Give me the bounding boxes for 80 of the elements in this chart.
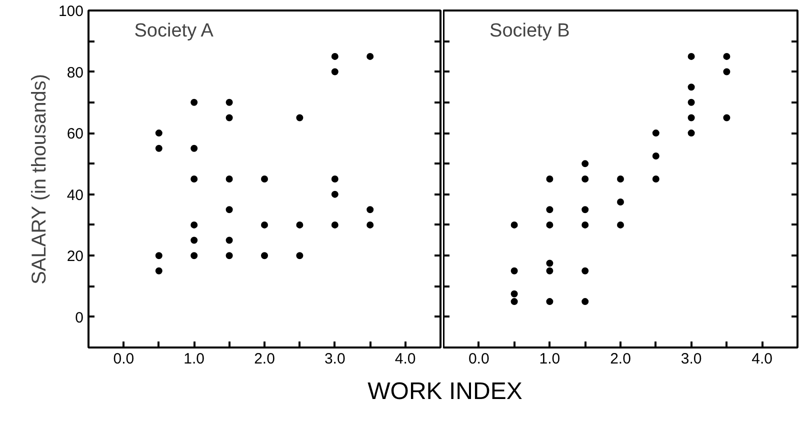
x-tick-label: 1.0 <box>184 350 205 368</box>
point <box>582 298 589 306</box>
x-tick-label: 4.0 <box>394 350 416 368</box>
x-tick-label: 0.0 <box>113 350 134 368</box>
y-axis-title: SALARY (in thousands) <box>28 74 50 284</box>
point <box>226 252 233 260</box>
point <box>261 176 268 182</box>
point <box>226 114 233 122</box>
point <box>688 130 695 137</box>
point <box>652 130 660 137</box>
point <box>617 198 624 206</box>
y-tick-label: 40 <box>66 186 84 204</box>
point <box>688 114 695 122</box>
point <box>546 221 554 228</box>
point <box>688 84 695 91</box>
x-tick-label: 1.0 <box>539 350 560 368</box>
point <box>617 176 624 182</box>
point <box>652 176 660 182</box>
point <box>261 221 268 228</box>
point <box>546 298 554 306</box>
point <box>546 267 554 274</box>
point <box>226 236 233 244</box>
point <box>723 52 730 60</box>
point <box>296 252 304 260</box>
point <box>510 298 518 306</box>
point <box>190 144 198 152</box>
point <box>582 267 589 274</box>
point <box>688 52 695 60</box>
point <box>190 221 198 228</box>
point <box>582 221 589 228</box>
y-tick-label: 0 <box>75 309 84 326</box>
point <box>688 98 695 106</box>
x-tick-label: 2.0 <box>610 350 631 368</box>
point <box>510 221 518 228</box>
point <box>582 160 589 168</box>
point <box>155 267 162 274</box>
point <box>190 176 198 182</box>
point <box>723 114 730 122</box>
point <box>331 190 338 198</box>
point <box>510 290 518 298</box>
point <box>617 221 624 228</box>
text: Society B <box>490 20 570 42</box>
text: Society A <box>134 20 214 42</box>
point <box>155 130 162 137</box>
point <box>546 176 554 182</box>
point <box>546 260 554 267</box>
point <box>190 98 198 106</box>
x-tick-label: 4.0 <box>752 350 773 368</box>
point <box>652 152 660 160</box>
x-tick-label: 3.0 <box>324 350 346 368</box>
point <box>226 206 233 214</box>
point <box>331 68 338 76</box>
point <box>366 221 374 228</box>
point <box>226 98 233 106</box>
point <box>261 252 268 260</box>
point <box>510 267 518 274</box>
point <box>582 176 589 182</box>
point <box>155 252 162 260</box>
point <box>366 206 374 214</box>
point <box>296 114 304 122</box>
y-tick-label: 60 <box>66 126 84 143</box>
point <box>331 221 338 228</box>
point <box>546 206 554 214</box>
point <box>723 68 730 76</box>
y-tick-label: 100 <box>58 3 84 20</box>
point <box>226 176 233 182</box>
x-axis-title: WORK INDEX <box>368 377 522 407</box>
point <box>155 144 162 152</box>
point <box>296 221 304 228</box>
point <box>190 236 198 244</box>
y-tick-label: 20 <box>66 248 84 266</box>
point <box>366 52 374 60</box>
x-tick-label: 0.0 <box>468 350 490 368</box>
point <box>190 252 198 260</box>
x-tick-label: 2.0 <box>254 350 275 368</box>
point <box>331 52 338 60</box>
point <box>331 176 338 182</box>
x-tick-label: 3.0 <box>680 350 702 368</box>
y-tick-label: 80 <box>66 64 84 82</box>
point <box>582 206 589 214</box>
